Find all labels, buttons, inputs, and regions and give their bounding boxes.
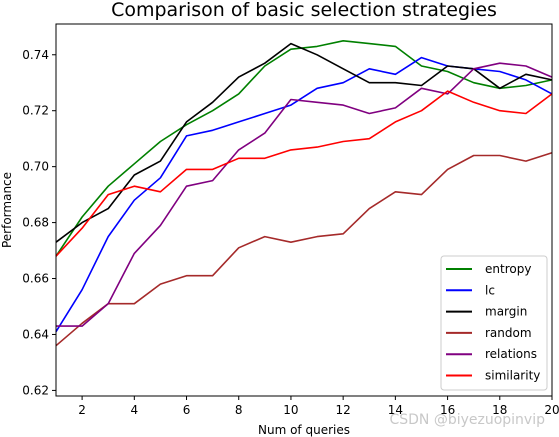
x-tick-label: 20 xyxy=(544,403,559,417)
x-axis-label: Num of queries xyxy=(258,423,350,437)
series-line-similarity xyxy=(55,90,553,257)
plot-area xyxy=(55,23,553,397)
y-tick-label: 0.74 xyxy=(22,48,49,62)
legend-label-margin: margin xyxy=(485,305,527,319)
y-tick-label: 0.70 xyxy=(22,160,49,174)
x-tick-label: 6 xyxy=(183,403,191,417)
y-tick-label: 0.68 xyxy=(22,216,49,230)
series-line-relations xyxy=(56,62,553,327)
x-tick-label: 18 xyxy=(492,403,507,417)
y-tick-label: 0.72 xyxy=(22,104,49,118)
x-tick-label: 2 xyxy=(78,403,86,417)
legend-label-relations: relations xyxy=(485,347,537,361)
y-axis-label: Performance xyxy=(0,172,14,248)
series-line-entropy xyxy=(55,39,553,257)
legend-label-similarity: similarity xyxy=(485,369,540,383)
legend-label-random: random xyxy=(485,326,532,340)
series-line-margin xyxy=(55,42,553,243)
x-tick-label: 14 xyxy=(388,403,403,417)
chart-title: Comparison of basic selection strategies xyxy=(111,0,497,21)
plot-frame xyxy=(55,23,553,397)
y-tick-label: 0.66 xyxy=(22,272,49,286)
legend: entropy lc margin random relations similarity xyxy=(440,255,548,391)
watermark-text: CSDN @biyezuopinvip xyxy=(389,412,545,428)
x-tick-label: 4 xyxy=(130,403,138,417)
legend-label-entropy: entropy xyxy=(485,262,531,276)
x-tick-label: 12 xyxy=(336,403,351,417)
x-tick-label: 16 xyxy=(440,403,455,417)
series-line-random xyxy=(55,151,553,347)
legend-label-lc: lc xyxy=(485,283,495,297)
x-tick-label: 10 xyxy=(283,403,298,417)
x-tick-label: 8 xyxy=(235,403,243,417)
y-tick-label: 0.62 xyxy=(22,383,49,397)
y-tick-label: 0.64 xyxy=(22,327,49,341)
axis-ticks: 2 4 6 8 10 12 14 16 18 20 0.62 0.64 0.66 0.68 0.70 0.72… xyxy=(22,48,559,417)
